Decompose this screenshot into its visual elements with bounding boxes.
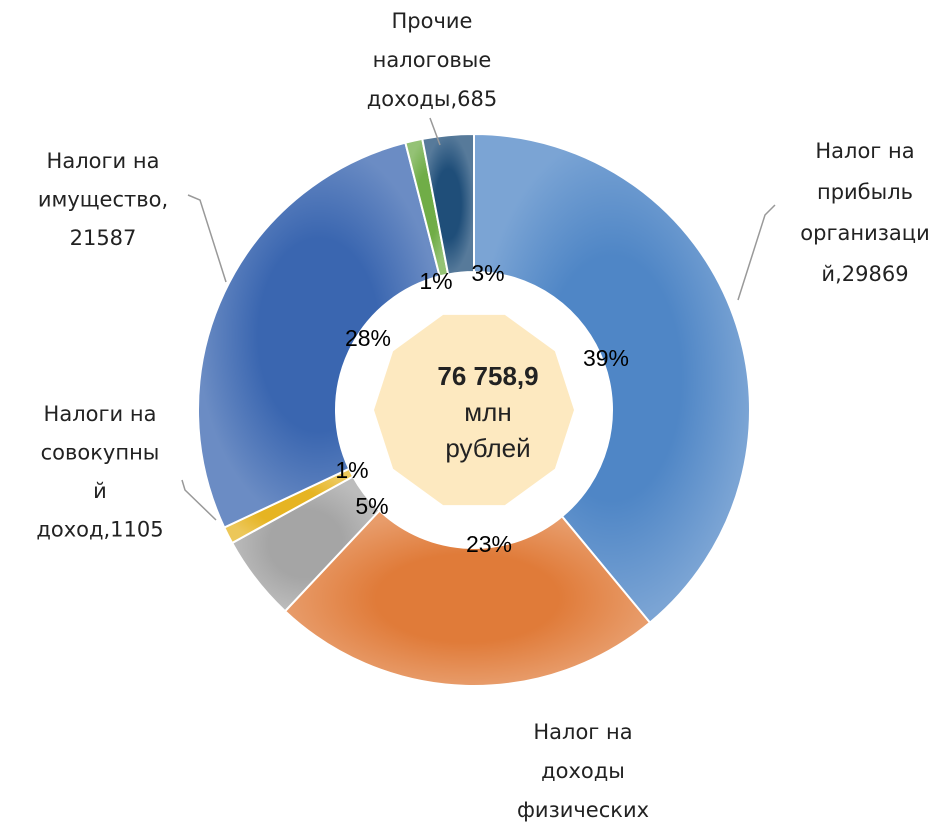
data-label: 5% — [355, 493, 388, 519]
slice-shine — [422, 134, 474, 275]
leader-line — [187, 194, 227, 283]
leader-line — [181, 479, 217, 521]
category-label: имущество, — [38, 188, 168, 212]
leader-line — [737, 204, 776, 301]
slice-shine — [224, 468, 354, 543]
category-label: совокупны — [41, 441, 160, 465]
center-badge — [374, 314, 574, 506]
data-label: 1% — [335, 457, 368, 483]
category-label: организаци — [800, 221, 929, 245]
category-label: физических — [517, 798, 649, 822]
category-label: Налоги на — [47, 149, 160, 173]
center-label: 76 758,9 — [437, 361, 538, 391]
data-label: 3% — [471, 260, 504, 286]
data-label: 1% — [419, 268, 452, 294]
category-label: налоговые — [373, 48, 492, 72]
center-label: рублей — [445, 433, 530, 463]
category-label: Налоги на — [44, 402, 157, 426]
data-label: 28% — [345, 325, 391, 351]
slice-shine — [285, 510, 650, 686]
category-label: доход,1105 — [36, 518, 163, 542]
donut — [197, 132, 751, 687]
slice-shine — [232, 476, 380, 612]
slice-shine — [405, 138, 449, 277]
center-label: млн — [464, 397, 511, 427]
category-label: 21587 — [70, 226, 137, 250]
slice-shine — [197, 142, 440, 528]
category-label: й,29869 — [821, 262, 908, 286]
data-label: 23% — [466, 531, 512, 557]
category-label: доходы,685 — [367, 87, 498, 111]
category-label: Налог на — [815, 139, 914, 163]
leader-line — [429, 117, 441, 146]
category-label: Налог на — [533, 720, 632, 744]
category-label: прибыль — [817, 180, 913, 204]
category-label: доходы — [541, 759, 625, 783]
data-label: 39% — [583, 345, 629, 371]
slice-shine — [474, 134, 750, 623]
category-label: й — [93, 479, 107, 503]
category-label: Прочие — [392, 9, 473, 33]
